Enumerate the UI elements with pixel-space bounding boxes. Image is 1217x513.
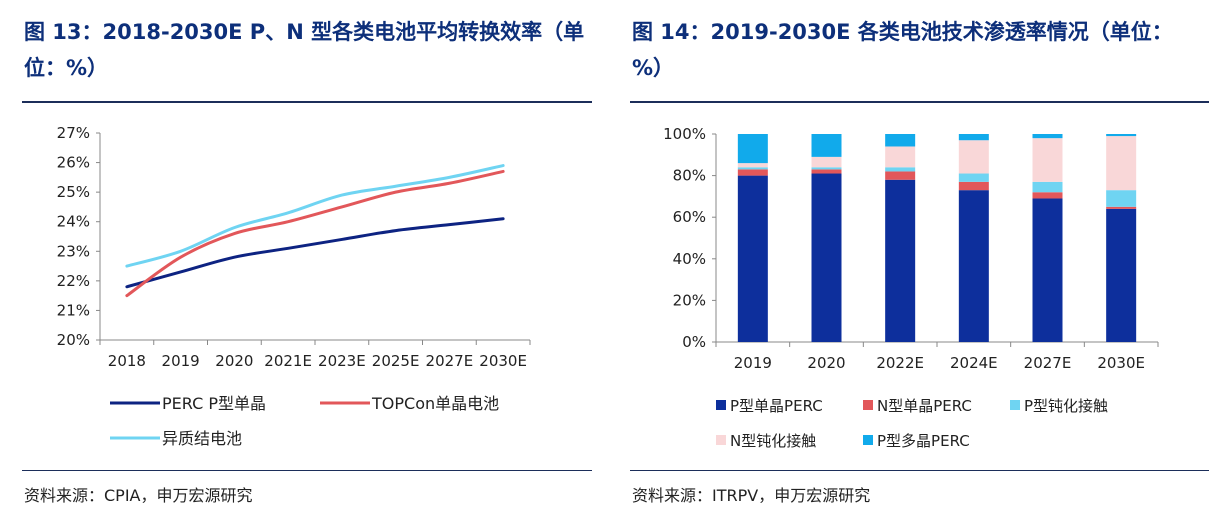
bar-segment-4: [811, 134, 842, 157]
bar-segment-2: [885, 167, 916, 172]
series-line-0: [125, 217, 505, 289]
line-chart: 20% 21% 22% 23% 24% 25% 26% 27% 2018 2019 2020 2021…: [57, 124, 531, 448]
bar-segment-3: [1032, 138, 1063, 182]
bar-segment-1: [958, 181, 989, 191]
bar-segment-3: [1106, 136, 1137, 191]
x-tick-label: 2030E: [479, 352, 527, 370]
series-line-2: [125, 164, 505, 268]
x-tick-label: 2030E: [1097, 354, 1145, 372]
right-chart-title: 图 14：2019-2030E 各类电池技术渗透率情况（单位：%）: [632, 20, 1173, 80]
x-tick-label: 2018: [108, 352, 146, 370]
y-tick-label: 25%: [57, 183, 90, 201]
y-tick-label: 20%: [673, 291, 706, 309]
right-title-rule: [630, 101, 1209, 103]
bar-segment-1: [1106, 206, 1137, 209]
bar-segment-0: [958, 190, 989, 342]
y-tick-label: 60%: [673, 208, 706, 226]
x-tick-label: 2027E: [1024, 354, 1072, 372]
bar-segment-0: [1106, 208, 1137, 342]
left-chart-title: 图 13：2018-2030E P、N 型各类电池平均转换效率（单位：%）: [24, 20, 585, 80]
y-tick-label: 23%: [57, 242, 90, 260]
x-tick-label: 2019: [734, 354, 772, 372]
bar-segment-1: [737, 169, 768, 176]
legend-label-1: TOPCon单晶电池: [371, 394, 499, 413]
bar-segment-3: [811, 156, 842, 168]
bar-segment-0: [737, 175, 768, 342]
legend-label-2: P型钝化接触: [1024, 397, 1108, 415]
legend-swatch-3: [716, 435, 726, 445]
bar-segment-1: [885, 171, 916, 180]
x-tick-label: 2025E: [372, 352, 420, 370]
bar-segment-2: [1032, 181, 1063, 193]
right-source-rule: [630, 470, 1209, 471]
legend-label-4: P型多晶PERC: [877, 432, 970, 450]
y-tick-label: 27%: [57, 124, 90, 142]
bar-segment-2: [958, 173, 989, 182]
legend-swatch-4: [863, 435, 873, 445]
legend-swatch-1: [863, 400, 873, 410]
x-tick-label: 2023E: [318, 352, 366, 370]
bar-segment-1: [1032, 192, 1063, 199]
legend-label-0: PERC P型单晶: [162, 394, 266, 413]
legend-label-2: 异质结电池: [162, 429, 242, 448]
stacked-bar-chart: 0% 20% 40% 60% 80% 100% 2019 2020 2022E 2024E 2027…: [663, 125, 1159, 450]
x-tick-label: 2022E: [876, 354, 924, 372]
bar-segment-2: [811, 167, 842, 170]
bar-segment-3: [958, 140, 989, 174]
bar-segment-0: [1032, 198, 1063, 342]
x-tick-label: 2027E: [426, 352, 474, 370]
left-title-rule: [22, 101, 592, 103]
bar-segment-2: [1106, 190, 1137, 207]
bar-segment-4: [958, 134, 989, 141]
right-source-note: 资料来源：ITRPV，申万宏源研究: [632, 486, 871, 505]
legend-label-1: N型单晶PERC: [877, 397, 972, 415]
y-tick-label: 100%: [663, 125, 706, 143]
bar-segment-0: [811, 173, 842, 342]
bar-segment-4: [1032, 134, 1063, 139]
x-tick-label: 2024E: [950, 354, 998, 372]
y-tick-label: 40%: [673, 250, 706, 268]
bar-segment-4: [1106, 134, 1137, 137]
legend-swatch-2: [1010, 400, 1020, 410]
x-tick-label: 2020: [215, 352, 253, 370]
x-tick-label: 2020: [807, 354, 845, 372]
y-tick-label: 26%: [57, 154, 90, 172]
y-tick-label: 0%: [682, 333, 706, 351]
bar-segment-2: [737, 167, 768, 170]
bar-segment-1: [811, 169, 842, 174]
y-tick-label: 80%: [673, 167, 706, 185]
legend-swatch-0: [716, 400, 726, 410]
left-source-rule: [22, 470, 592, 471]
bar-segment-4: [885, 134, 916, 147]
left-source-note: 资料来源：CPIA，申万宏源研究: [24, 486, 253, 505]
legend-label-3: N型钝化接触: [730, 432, 816, 450]
bar-segment-4: [737, 134, 768, 164]
bar-segment-3: [737, 163, 768, 168]
x-tick-label: 2019: [162, 352, 200, 370]
bar-segment-3: [885, 146, 916, 168]
series-line-1: [125, 169, 505, 298]
y-tick-label: 24%: [57, 213, 90, 231]
x-tick-label: 2021E: [264, 352, 312, 370]
bar-segment-0: [885, 179, 916, 342]
y-tick-label: 20%: [57, 331, 90, 349]
y-tick-label: 21%: [57, 301, 90, 319]
y-tick-label: 22%: [57, 272, 90, 290]
legend-label-0: P型单晶PERC: [730, 397, 823, 415]
